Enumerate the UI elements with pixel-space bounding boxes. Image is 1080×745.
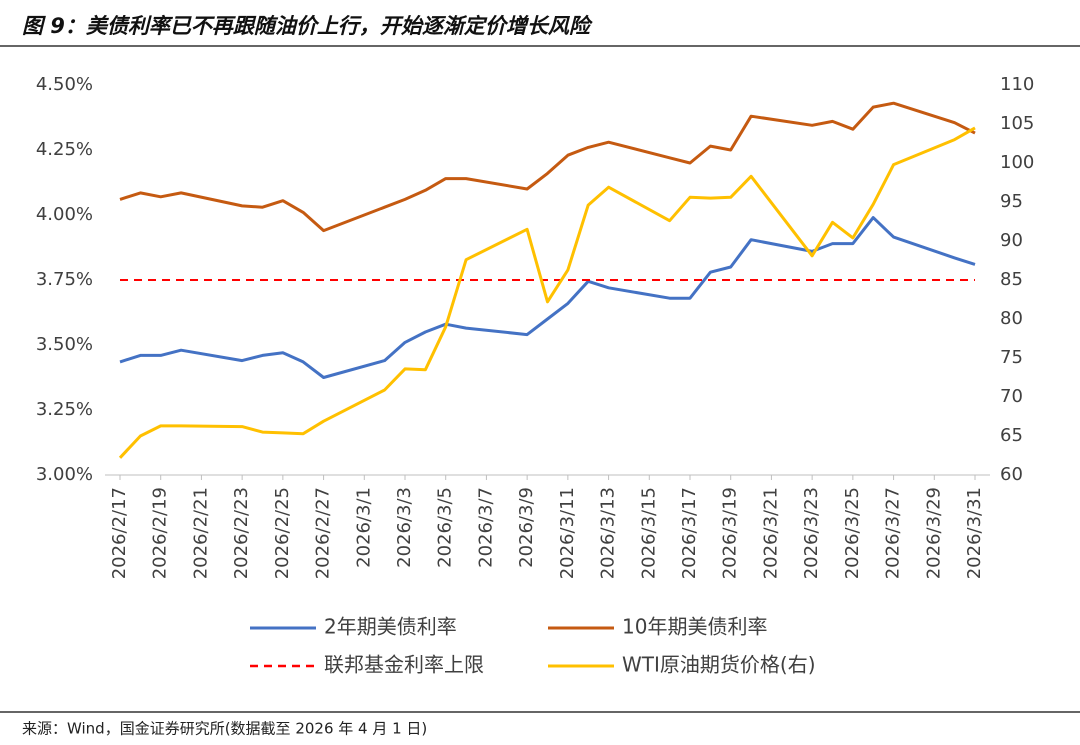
x-tick-label: 2026/2/23 (231, 487, 252, 579)
series-line (119, 101, 976, 233)
x-tick-label: 2026/3/31 (964, 487, 985, 579)
y2-tick-label: 80 (1000, 308, 1023, 329)
y-tick-label: 3.25% (36, 399, 93, 420)
y2-tick-label: 65 (1000, 425, 1023, 446)
x-tick-label: 2026/2/17 (109, 487, 130, 579)
x-tick-label: 2026/3/7 (475, 487, 496, 568)
y-tick-label: 3.50% (36, 334, 93, 355)
y2-tick-label: 60 (1000, 464, 1023, 485)
x-tick-label: 2026/3/11 (557, 487, 578, 579)
x-tick-label: 2026/3/29 (923, 487, 944, 579)
legend-label: 10年期美债利率 (622, 615, 767, 639)
legend-label: 2年期美债利率 (324, 615, 457, 639)
legend-label: 联邦基金利率上限 (324, 653, 484, 677)
y-tick-label: 3.75% (36, 269, 93, 290)
x-tick-label: 2026/3/27 (883, 487, 904, 579)
x-tick-label: 2026/3/25 (842, 487, 863, 579)
y2-tick-label: 75 (1000, 347, 1023, 368)
x-tick-label: 2026/3/1 (353, 487, 374, 568)
y2-tick-label: 95 (1000, 191, 1023, 212)
y2-tick-label: 110 (1000, 74, 1034, 95)
source-note: 来源：Wind，国金证券研究所(数据截至 2026 年 4 月 1 日) (22, 720, 427, 738)
x-tick-label: 2026/2/19 (150, 487, 171, 579)
x-tick-label: 2026/3/17 (679, 487, 700, 579)
series-line (118, 126, 976, 459)
x-tick-label: 2026/3/15 (638, 487, 659, 579)
y-tick-label: 3.00% (36, 464, 93, 485)
x-tick-label: 2026/2/21 (190, 487, 211, 579)
series-line (119, 216, 976, 379)
y2-tick-label: 105 (1000, 113, 1034, 134)
x-tick-label: 2026/2/27 (313, 487, 334, 579)
x-tick-label: 2026/3/13 (598, 487, 619, 579)
legend-label: WTI原油期货价格(右) (622, 653, 816, 677)
x-tick-label: 2026/3/21 (760, 487, 781, 579)
x-tick-label: 2026/2/25 (272, 487, 293, 579)
chart-title: 图 9：美债利率已不再跟随油价上行，开始逐渐定价增长风险 (22, 14, 593, 38)
y2-tick-label: 100 (1000, 152, 1034, 173)
y2-tick-label: 85 (1000, 269, 1023, 290)
y2-tick-label: 90 (1000, 230, 1023, 251)
x-tick-label: 2026/3/19 (720, 487, 741, 579)
y-tick-label: 4.25% (36, 139, 93, 160)
x-tick-label: 2026/3/9 (516, 487, 537, 568)
y-tick-label: 4.00% (36, 204, 93, 225)
y-tick-label: 4.50% (36, 74, 93, 95)
x-tick-label: 2026/3/3 (394, 487, 415, 568)
x-tick-label: 2026/3/23 (801, 487, 822, 579)
y2-tick-label: 70 (1000, 386, 1023, 407)
x-tick-label: 2026/3/5 (435, 487, 456, 568)
